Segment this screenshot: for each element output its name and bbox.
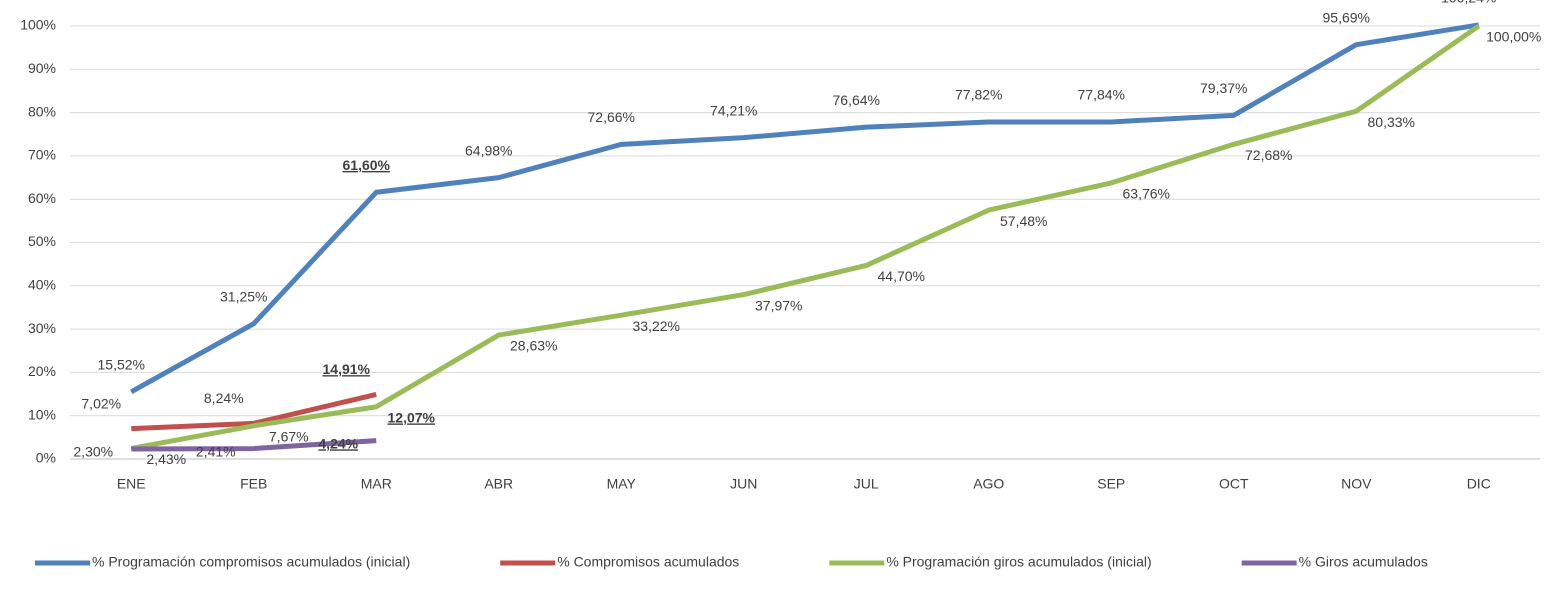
data-label: 57,48% — [1000, 213, 1047, 229]
data-label: 14,91% — [323, 361, 371, 377]
data-label: 31,25% — [220, 288, 267, 304]
data-label: 95,69% — [1323, 9, 1370, 25]
y-tick-label: 70% — [28, 147, 56, 163]
data-label: 37,97% — [755, 297, 802, 313]
legend-label: % Programación compromisos acumulados (i… — [92, 554, 410, 570]
series-line — [130, 23, 1481, 451]
y-tick-label: 100% — [20, 17, 56, 33]
data-label: 76,64% — [833, 92, 880, 108]
data-label: 7,67% — [269, 428, 309, 444]
x-tick-label: JUL — [854, 476, 879, 492]
data-label: 80,33% — [1368, 114, 1415, 130]
x-tick-label: NOV — [1341, 476, 1372, 492]
data-label: 2,41% — [196, 443, 236, 459]
data-label: 72,66% — [588, 109, 635, 125]
y-tick-label: 10% — [28, 406, 56, 422]
data-label: 79,37% — [1200, 80, 1247, 96]
x-tick-label: FEB — [240, 476, 267, 492]
y-tick-label: 60% — [28, 190, 56, 206]
data-label: 61,60% — [343, 157, 391, 173]
data-label: 63,76% — [1123, 186, 1170, 202]
x-tick-label: MAY — [607, 476, 637, 492]
legend-label: % Programación giros acumulados (inicial… — [886, 554, 1151, 570]
data-label: 33,22% — [633, 318, 680, 334]
data-label: 72,68% — [1245, 147, 1292, 163]
y-tick-label: 40% — [28, 277, 56, 293]
x-tick-label: MAR — [361, 476, 392, 492]
data-label: 100,24% — [1441, 0, 1496, 6]
data-label: 7,02% — [81, 395, 121, 411]
y-tick-label: 50% — [28, 233, 56, 249]
data-label: 15,52% — [98, 357, 145, 373]
x-tick-label: SEP — [1097, 476, 1125, 492]
data-label: 44,70% — [878, 268, 925, 284]
y-tick-label: 30% — [28, 320, 56, 336]
y-tick-label: 0% — [36, 450, 56, 466]
data-label: 74,21% — [710, 102, 757, 118]
data-label: 2,30% — [73, 444, 113, 460]
data-label: 28,63% — [510, 338, 557, 354]
x-tick-label: AGO — [973, 476, 1004, 492]
data-label: 77,82% — [955, 87, 1002, 103]
x-tick-label: OCT — [1219, 476, 1249, 492]
data-label: 4,24% — [318, 435, 358, 451]
y-tick-label: 90% — [28, 60, 56, 76]
data-label: 100,00% — [1486, 29, 1541, 45]
data-label: 12,07% — [388, 409, 436, 425]
data-label: 64,98% — [465, 142, 512, 158]
x-tick-label: DIC — [1467, 476, 1491, 492]
x-tick-label: JUN — [730, 476, 757, 492]
x-tick-label: ABR — [484, 476, 513, 492]
y-tick-label: 20% — [28, 363, 56, 379]
y-tick-label: 80% — [28, 103, 56, 119]
data-label: 77,84% — [1078, 87, 1125, 103]
series-line — [131, 438, 377, 452]
series-line — [130, 22, 1480, 394]
data-label: 8,24% — [204, 390, 244, 406]
data-label: 2,43% — [146, 451, 186, 467]
legend-label: % Giros acumulados — [1299, 554, 1428, 570]
x-tick-label: ENE — [117, 476, 146, 492]
legend-label: % Compromisos acumulados — [557, 554, 739, 570]
